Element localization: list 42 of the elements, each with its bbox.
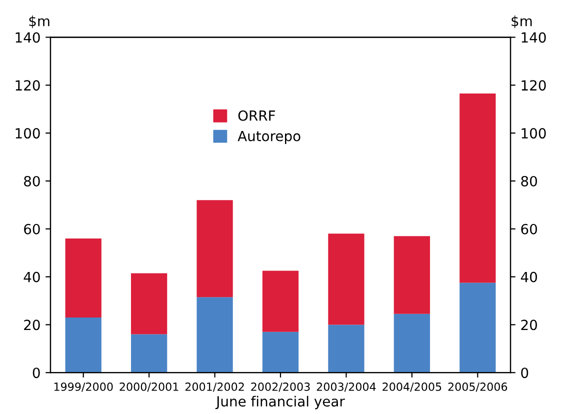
x-tick-label: 2002/2003 — [251, 382, 310, 392]
y-tick-label: 80 — [24, 176, 40, 186]
legend-label: Autorepo — [238, 130, 300, 144]
bar — [328, 234, 364, 325]
y-tick-label: 60 — [24, 224, 40, 234]
y2-tick-label: 40 — [520, 272, 537, 282]
bar — [262, 270, 299, 332]
y-tick-label: 120 — [16, 80, 40, 91]
x-tick-label: 2003/2004 — [316, 382, 376, 392]
y2-tick-label: 80 — [521, 176, 537, 186]
y-tick-label: 0 — [32, 368, 40, 378]
y2-tick-label: 140 — [522, 32, 546, 43]
y2-tick-label: 20 — [521, 320, 537, 330]
bar — [65, 238, 102, 318]
y-axis-title: $m — [29, 16, 50, 28]
x-tick-label: 2000/2001 — [120, 382, 178, 392]
bar — [460, 94, 496, 283]
y-tick-label: 40 — [24, 272, 40, 282]
x-tick-label: 1999/2000 — [54, 382, 113, 392]
bar — [196, 297, 233, 373]
y-tick-label: 100 — [16, 128, 40, 139]
y2-tick-label: 100 — [522, 128, 546, 139]
x-axis-title: June financial year — [215, 396, 345, 410]
bar — [130, 334, 168, 373]
y2-tick-label: 120 — [522, 80, 546, 91]
y2-tick-label: 60 — [521, 224, 537, 234]
bar — [460, 282, 496, 373]
y-tick-label: 140 — [16, 32, 40, 43]
bar — [328, 324, 364, 373]
bar — [196, 200, 233, 298]
x-tick-label: 2001/2002 — [185, 382, 244, 392]
bar — [130, 273, 168, 334]
legend-label: ORRF — [238, 110, 275, 121]
bar — [262, 332, 299, 373]
y-tick-label: 20 — [24, 320, 40, 330]
x-tick-label: 2004/2005 — [382, 382, 442, 392]
bar — [394, 236, 430, 314]
bar — [394, 314, 430, 373]
x-tick-label: 2005/2006 — [448, 382, 508, 392]
y2-axis-title: $m — [512, 16, 532, 28]
bar — [65, 318, 102, 373]
y2-tick-label: 0 — [521, 368, 528, 378]
